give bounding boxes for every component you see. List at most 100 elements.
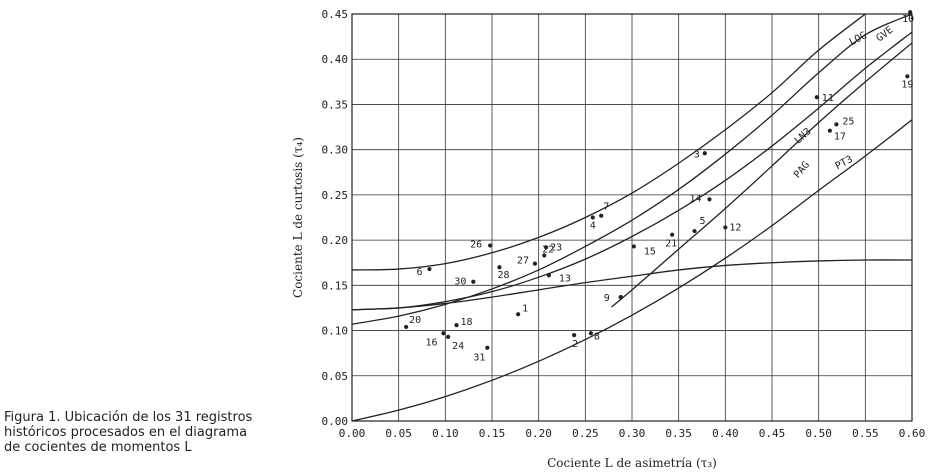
y-tick-label-3: 0.15 xyxy=(322,279,349,292)
data-point-26 xyxy=(488,243,493,248)
data-point-30 xyxy=(471,279,476,284)
y-tick-label-0: 0.00 xyxy=(322,415,349,428)
point-label-23: 23 xyxy=(550,242,562,253)
point-label-11: 11 xyxy=(822,93,834,104)
data-point-29 xyxy=(618,294,623,300)
data-point-20 xyxy=(404,324,409,330)
data-point-15 xyxy=(631,244,636,249)
x-tick-label-6: 0.30 xyxy=(619,427,646,440)
x-tick-label-8: 0.40 xyxy=(712,427,739,440)
point-label-22: 22 xyxy=(542,244,554,255)
data-point-12 xyxy=(723,225,728,230)
figure-caption: Figura 1. Ubicación de los 31 registros … xyxy=(4,410,284,455)
x-tick-label-9: 0.45 xyxy=(759,427,786,440)
point-label-13: 13 xyxy=(559,273,571,284)
data-point-5 xyxy=(692,228,697,234)
x-tick-label-11: 0.55 xyxy=(852,427,879,440)
curve-gve xyxy=(352,14,912,325)
x-axis-label: Cociente L de asimetría (τ₃) xyxy=(547,456,717,470)
data-point-1 xyxy=(516,312,521,317)
y-tick-label-6: 0.30 xyxy=(322,144,349,157)
x-tick-label-0: 0.00 xyxy=(339,427,366,440)
x-tick-label-12: 0.60 xyxy=(899,427,926,440)
curve-label-pt3: PT3 xyxy=(834,154,855,172)
x-tick-label-3: 0.15 xyxy=(479,427,506,440)
point-label-4: 4 xyxy=(590,221,596,232)
curve-pt3 xyxy=(352,119,912,421)
y-tick-label-5: 0.25 xyxy=(322,189,349,202)
x-tick-label-1: 0.05 xyxy=(385,427,412,440)
point-label-17: 17 xyxy=(834,132,846,143)
point-label-16: 16 xyxy=(425,337,437,348)
data-point-27 xyxy=(532,261,538,266)
x-tick-label-4: 0.20 xyxy=(525,427,552,440)
y-tick-label-2: 0.10 xyxy=(322,325,349,338)
point-label-1: 1 xyxy=(522,303,528,314)
data-point-11 xyxy=(814,95,819,100)
caption-line-1: Figura 1. Ubicación de los 31 registros xyxy=(4,410,253,425)
data-point-23 xyxy=(544,245,549,250)
point-label-27: 27 xyxy=(517,256,529,267)
point-label-30: 30 xyxy=(454,277,466,288)
point-label-3: 3 xyxy=(694,149,700,160)
point-label-18: 18 xyxy=(461,317,473,328)
point-label-12: 12 xyxy=(729,222,741,233)
data-point-28 xyxy=(497,265,502,270)
y-tick-label-8: 0.40 xyxy=(322,53,349,66)
data-point-14 xyxy=(707,197,712,202)
data-point-22 xyxy=(542,253,547,258)
point-label-15: 15 xyxy=(644,246,656,257)
point-label-26: 26 xyxy=(470,240,482,251)
data-point-13 xyxy=(546,273,552,278)
data-point-18 xyxy=(454,323,459,328)
caption-line-2: históricos procesados en el diagrama xyxy=(4,425,248,440)
point-label-10: 10 xyxy=(902,14,914,25)
point-label-5: 5 xyxy=(700,216,706,227)
data-point-25 xyxy=(834,122,839,127)
data-point-24 xyxy=(446,334,451,339)
curve-label-pag: PAG xyxy=(792,160,812,181)
curve-log xyxy=(352,14,866,271)
point-label-25: 25 xyxy=(842,116,854,127)
point-label-19: 19 xyxy=(901,79,913,90)
point-label-2: 2 xyxy=(572,339,578,350)
x-tick-label-10: 0.50 xyxy=(805,427,832,440)
data-point-21 xyxy=(670,232,675,237)
data-point-6 xyxy=(427,266,432,272)
x-tick-label-2: 0.10 xyxy=(432,427,459,440)
data-point-2 xyxy=(572,332,577,338)
data-point-3 xyxy=(702,151,707,156)
y-tick-label-9: 0.45 xyxy=(322,8,349,21)
point-label-20: 20 xyxy=(409,315,421,326)
data-point-16 xyxy=(441,331,446,336)
point-label-8: 8 xyxy=(594,331,600,342)
point-label-21: 21 xyxy=(665,239,677,250)
caption-line-3: de cocientes de momentos L xyxy=(4,440,192,455)
y-tick-label-7: 0.35 xyxy=(322,98,349,111)
y-tick-label-1: 0.05 xyxy=(322,370,349,383)
point-label-31: 31 xyxy=(473,353,485,364)
data-point-8 xyxy=(588,331,594,336)
curve-ln3 xyxy=(352,31,912,311)
data-point-4 xyxy=(590,215,595,220)
point-label-6: 6 xyxy=(416,267,422,278)
grid xyxy=(351,13,913,422)
point-label-9: 9 xyxy=(604,293,610,304)
x-tick-label-5: 0.25 xyxy=(572,427,599,440)
x-tick-label-7: 0.35 xyxy=(665,427,692,440)
point-label-24: 24 xyxy=(452,341,464,352)
point-label-14: 14 xyxy=(689,193,701,204)
data-point-19 xyxy=(905,74,910,79)
curve-unnamed-5 xyxy=(611,42,912,308)
data-point-10 xyxy=(908,10,913,15)
data-point-7 xyxy=(599,213,604,218)
point-label-7: 7 xyxy=(603,202,609,213)
y-axis-label: Cociente L de curtosis (τ₄) xyxy=(291,137,305,298)
plot-frame xyxy=(351,13,913,422)
data-point-31 xyxy=(485,345,490,350)
y-tick-label-4: 0.20 xyxy=(322,234,349,247)
data-point-17 xyxy=(827,128,832,133)
curve-pag xyxy=(352,259,912,311)
